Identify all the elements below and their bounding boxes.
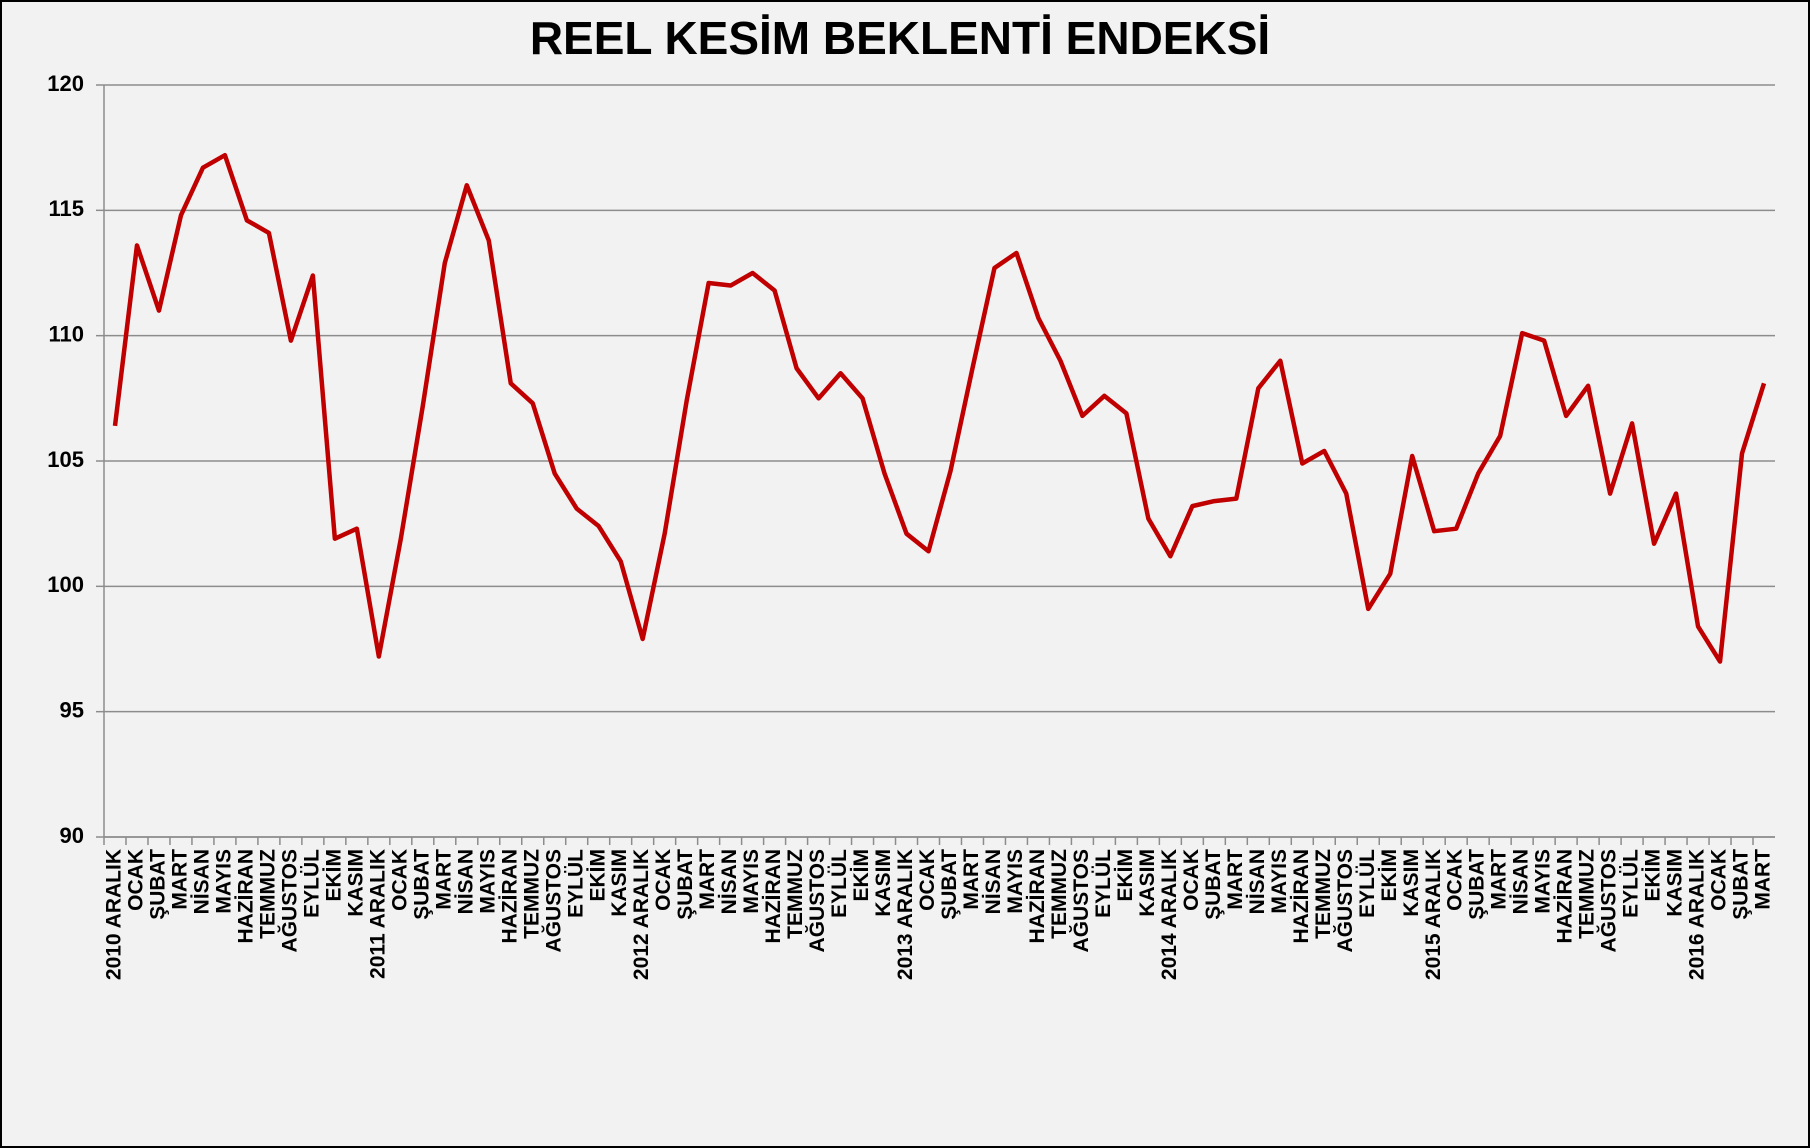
- x-tick-label: MART: [960, 849, 983, 910]
- x-tick-label: KASIM: [608, 849, 631, 917]
- y-tick-label: 115: [49, 196, 85, 221]
- x-tick-label: ŞUBAT: [1730, 849, 1753, 920]
- x-tick-label: AĞUSTOS: [1333, 849, 1357, 952]
- x-tick-label: MART: [432, 849, 455, 910]
- x-tick-label: OCAK: [125, 849, 148, 911]
- x-tick-label: MART: [169, 849, 192, 910]
- x-tick-label: HAZİRAN: [498, 849, 521, 944]
- x-tick-label: 2015 ARALIK: [1422, 849, 1445, 980]
- x-tick-label: HAZİRAN: [234, 849, 257, 944]
- x-tick-label: ŞUBAT: [1202, 849, 1225, 920]
- y-tick-label: 90: [60, 823, 84, 848]
- y-tick-label: 95: [60, 697, 84, 722]
- x-tick-label: KASIM: [1400, 849, 1423, 917]
- x-tick-label: ŞUBAT: [1466, 849, 1489, 920]
- x-tick-label: EKİM: [1642, 849, 1665, 902]
- x-tick-label: EKİM: [1378, 849, 1401, 902]
- x-tick-label: EYLÜL: [564, 849, 587, 918]
- x-tick-label: EKİM: [1114, 849, 1137, 902]
- x-tick-label: MAYIS: [1532, 849, 1555, 914]
- x-tick-label: MAYIS: [476, 849, 499, 914]
- x-tick-label: AĞUSTOS: [277, 849, 301, 952]
- x-tick-label: TEMMUZ: [784, 849, 807, 939]
- x-tick-label: TEMMUZ: [256, 849, 279, 939]
- x-tick-label: AĞUSTOS: [1597, 849, 1621, 952]
- x-tick-label: NİSAN: [1246, 849, 1269, 914]
- x-tick-label: NİSAN: [454, 849, 477, 914]
- x-tick-label: 2014 ARALIK: [1158, 849, 1181, 980]
- x-tick-label: OCAK: [1708, 849, 1731, 911]
- y-tick-label: 100: [47, 572, 84, 597]
- x-tick-label: MAYIS: [212, 849, 235, 914]
- x-tick-label: HAZİRAN: [1026, 849, 1049, 944]
- x-tick-label: TEMMUZ: [1576, 849, 1599, 939]
- line-series: [112, 152, 1767, 664]
- x-tick-label: EYLÜL: [1092, 849, 1115, 918]
- x-tick-label: KASIM: [1664, 849, 1687, 917]
- x-tick-label: OCAK: [1180, 849, 1203, 911]
- x-tick-label: MAYIS: [1268, 849, 1291, 914]
- x-tick-label: KASIM: [1136, 849, 1159, 917]
- x-tick-label: EYLÜL: [300, 849, 323, 918]
- x-tick-label: HAZİRAN: [1554, 849, 1577, 944]
- x-tick-label: AĞUSTOS: [805, 849, 829, 952]
- x-tick-label: NİSAN: [982, 849, 1005, 914]
- x-tick-label: ŞUBAT: [938, 849, 961, 920]
- x-tick-label: MART: [1224, 849, 1247, 910]
- x-tick-label: TEMMUZ: [1048, 849, 1071, 939]
- x-tick-label: EYLÜL: [1620, 849, 1643, 918]
- x-tick-label: ŞUBAT: [410, 849, 433, 920]
- x-tick-label: HAZİRAN: [762, 849, 785, 944]
- x-tick-label: OCAK: [388, 849, 411, 911]
- x-tick-label: MART: [1752, 849, 1775, 910]
- x-tick-label: EYLÜL: [828, 849, 851, 918]
- x-tick-label: TEMMUZ: [520, 849, 543, 939]
- x-tick-label: AĞUSTOS: [1069, 849, 1093, 952]
- x-tick-label: NİSAN: [718, 849, 741, 914]
- x-tick-label: 2012 ARALIK: [630, 849, 653, 980]
- x-tick-label: KASIM: [872, 849, 895, 917]
- x-tick-label: EKİM: [850, 849, 873, 902]
- x-tick-label: 2010 ARALIK: [103, 849, 126, 980]
- x-tick-label: ŞUBAT: [674, 849, 697, 920]
- x-tick-label: OCAK: [916, 849, 939, 911]
- x-tick-label: EYLÜL: [1356, 849, 1379, 918]
- x-tick-label: MAYIS: [1004, 849, 1027, 914]
- x-tick-label: OCAK: [652, 849, 675, 911]
- x-tick-label: 2013 ARALIK: [894, 849, 917, 980]
- x-tick-label: AĞUSTOS: [541, 849, 565, 952]
- x-tick-label: NİSAN: [190, 849, 213, 914]
- x-tick-label: ŞUBAT: [147, 849, 170, 920]
- y-tick-label: 105: [47, 447, 84, 472]
- x-tick-label: 2016 ARALIK: [1686, 849, 1709, 980]
- chart-title: REEL KESİM BEKLENTİ ENDEKSİ: [530, 12, 1270, 64]
- x-tick-label: EKİM: [586, 849, 609, 902]
- x-tick-label: MART: [1488, 849, 1511, 910]
- x-tick-label: EKİM: [322, 849, 345, 902]
- x-tick-label: MART: [696, 849, 719, 910]
- x-tick-label: HAZİRAN: [1290, 849, 1313, 944]
- x-tick-label: MAYIS: [740, 849, 763, 914]
- x-tick-label: NİSAN: [1510, 849, 1533, 914]
- y-tick-label: 120: [47, 71, 84, 96]
- x-tick-label: OCAK: [1444, 849, 1467, 911]
- y-tick-label: 110: [49, 321, 85, 346]
- x-tick-label: 2011 ARALIK: [366, 849, 389, 979]
- x-tick-label: TEMMUZ: [1312, 849, 1335, 939]
- x-tick-label: KASIM: [344, 849, 367, 917]
